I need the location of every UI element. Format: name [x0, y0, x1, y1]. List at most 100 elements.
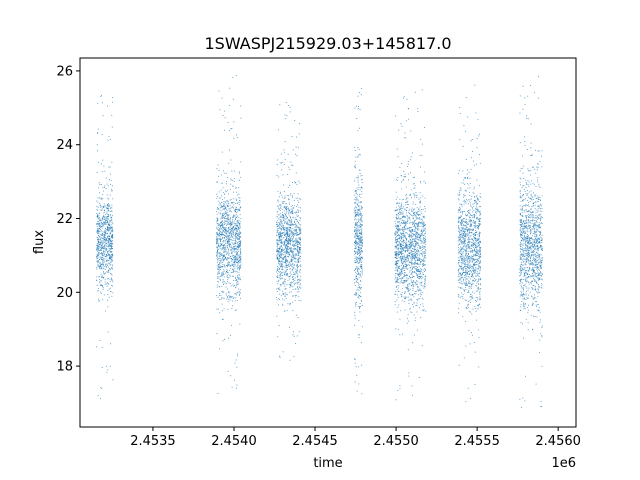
data-point	[221, 255, 223, 257]
data-point	[234, 280, 236, 282]
data-point	[217, 234, 219, 236]
data-point	[100, 244, 102, 246]
data-point	[423, 228, 425, 230]
data-point	[101, 253, 103, 255]
data-point	[236, 222, 238, 224]
data-point	[278, 271, 280, 273]
data-point	[238, 260, 240, 262]
data-point	[360, 300, 362, 301]
data-point	[405, 258, 407, 260]
data-point	[406, 277, 408, 279]
data-point	[235, 209, 237, 210]
data-point	[110, 261, 112, 263]
data-point	[230, 229, 232, 231]
data-point	[234, 264, 236, 266]
data-point	[403, 230, 405, 232]
data-point	[417, 269, 419, 270]
data-point	[400, 250, 402, 252]
data-point	[422, 260, 424, 262]
data-point	[396, 203, 397, 205]
data-point	[104, 266, 106, 268]
data-point	[410, 276, 412, 278]
data-point	[409, 234, 411, 236]
data-point	[358, 207, 360, 209]
data-point	[219, 245, 221, 247]
data-point	[283, 216, 284, 218]
data-point	[224, 256, 226, 258]
data-point	[233, 256, 235, 258]
data-point	[220, 275, 222, 277]
data-point	[286, 310, 288, 311]
data-point	[109, 228, 111, 230]
data-point	[110, 272, 111, 274]
data-point	[361, 272, 363, 274]
data-point	[403, 235, 405, 237]
data-point	[411, 229, 413, 231]
data-point	[237, 209, 239, 211]
data-point	[356, 275, 358, 277]
data-point	[412, 212, 414, 214]
data-point	[354, 190, 356, 192]
data-point	[406, 207, 408, 209]
data-point	[396, 286, 398, 288]
data-point	[217, 220, 219, 222]
data-point	[218, 285, 220, 287]
data-point	[286, 237, 288, 239]
data-point	[285, 222, 287, 224]
data-point	[110, 247, 112, 249]
data-point	[297, 274, 299, 276]
data-point	[239, 255, 241, 257]
data-point	[96, 237, 98, 238]
data-point	[111, 255, 113, 257]
data-point	[361, 217, 363, 219]
data-point	[412, 275, 414, 277]
data-point	[281, 219, 282, 221]
data-point	[357, 198, 359, 200]
data-point	[297, 227, 299, 229]
data-point	[102, 242, 104, 244]
data-point	[222, 199, 224, 200]
data-point	[104, 221, 106, 223]
data-point	[418, 273, 420, 275]
data-point	[103, 220, 105, 222]
data-point	[102, 245, 104, 247]
data-point	[105, 213, 107, 215]
data-point	[225, 233, 227, 235]
data-point	[359, 274, 361, 276]
data-point	[277, 267, 278, 269]
data-point	[223, 276, 225, 278]
data-point	[96, 276, 98, 278]
data-point	[397, 263, 399, 265]
data-point	[412, 222, 414, 224]
data-point	[216, 295, 218, 297]
data-point	[418, 277, 419, 279]
data-point	[408, 296, 410, 298]
data-point	[294, 231, 296, 233]
data-point	[223, 241, 225, 243]
data-point	[227, 222, 228, 224]
data-point	[292, 182, 293, 184]
data-point	[409, 256, 411, 258]
data-point	[354, 359, 356, 361]
data-point	[400, 274, 402, 276]
data-point	[228, 254, 230, 256]
data-point	[410, 244, 412, 246]
data-point	[102, 247, 104, 249]
data-point	[223, 213, 225, 215]
data-point	[233, 181, 235, 182]
data-point	[111, 295, 113, 297]
data-point	[421, 241, 423, 243]
data-point	[217, 240, 219, 242]
data-point	[285, 222, 287, 223]
data-point	[357, 251, 359, 253]
data-point	[357, 176, 359, 178]
data-point	[101, 230, 103, 232]
data-point	[236, 366, 238, 368]
data-point	[413, 213, 415, 215]
data-point	[276, 245, 278, 247]
data-point	[417, 213, 419, 215]
data-point	[237, 266, 239, 268]
data-point	[222, 212, 224, 214]
data-point	[287, 198, 289, 200]
data-point	[99, 278, 101, 280]
